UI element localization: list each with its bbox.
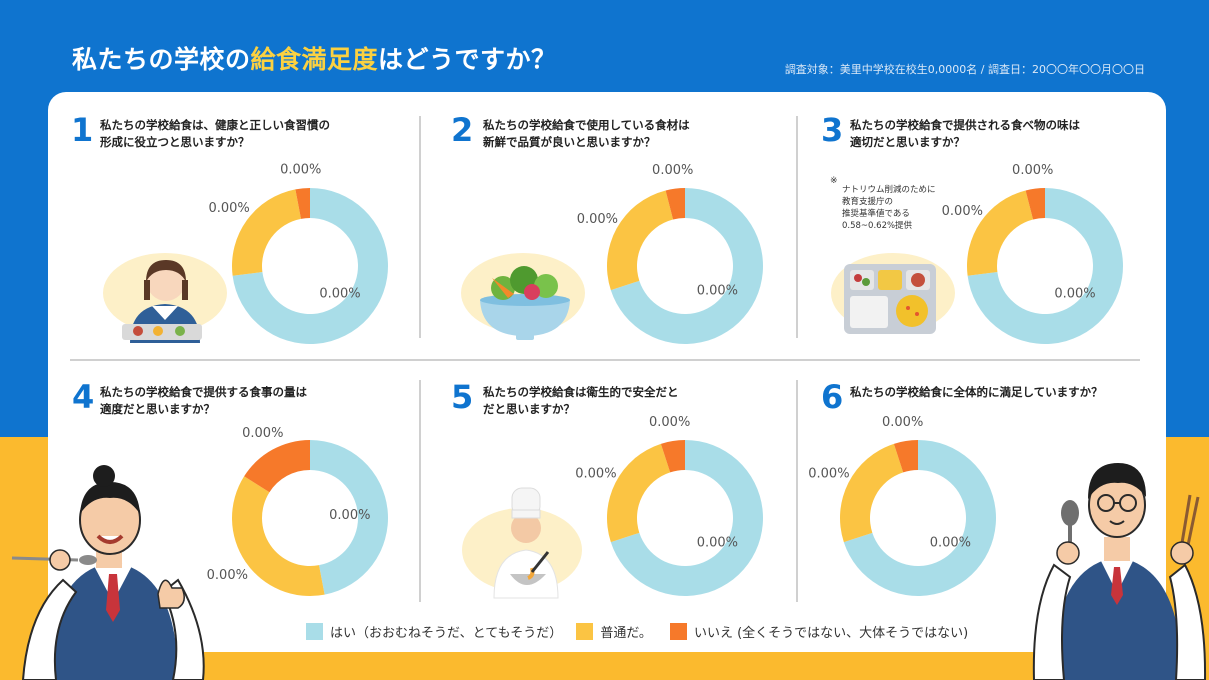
donut-label-yes: 0.00%	[697, 536, 738, 551]
title-part-1: 私たちの学校の	[72, 45, 251, 74]
legend-item-yes: はい（おおむねそうだ、とてもそうだ）	[306, 622, 562, 641]
legend-item-no: いいえ (全くそうではない、大体そうではない)	[669, 622, 969, 641]
donut-slice-normal	[607, 443, 671, 543]
donut-label-yes: 0.00%	[697, 284, 738, 299]
question-number-3: 3	[821, 111, 844, 149]
donut-label-normal: 0.00%	[208, 201, 249, 216]
salad-bowl-illustration	[461, 253, 585, 340]
donut-label-yes: 0.00%	[1054, 286, 1095, 301]
donut-label-no: 0.00%	[882, 415, 923, 430]
note-line: 0.58~0.62%提供	[842, 221, 913, 231]
donut-label-normal: 0.00%	[808, 467, 849, 482]
donut-chart-6: 0.00% 0.00% 0.00%	[808, 415, 996, 596]
donut-chart-4: 0.00% 0.00% 0.00%	[207, 426, 389, 596]
note-line: ナトリウム削減のために	[842, 185, 936, 195]
donut-slice-yes	[610, 188, 763, 344]
donut-slice-normal	[232, 189, 302, 276]
question-line: 適度だと思いますか？	[100, 402, 215, 416]
donut-slice-normal	[607, 190, 674, 291]
question-line: 私たちの学校給食で提供される食べ物の味は	[850, 118, 1080, 132]
survey-info: 調査対象：美里中学校在校生0,0000名 / 調査日：20〇〇年〇〇月〇〇日	[784, 63, 1145, 76]
column-divider	[796, 380, 798, 602]
column-divider	[796, 116, 798, 338]
donut-label-yes: 0.00%	[329, 508, 370, 523]
question-line: 私たちの学校給食は衛生的で安全だと	[483, 385, 679, 399]
donut-label-normal: 0.00%	[207, 568, 248, 583]
donut-label-no: 0.00%	[1012, 163, 1053, 178]
page-title: 私たちの学校の給食満足度はどうですか？	[72, 40, 557, 76]
question-text-1: 私たちの学校給食は、健康と正しい食習慣の 形成に役立つと思いますか？	[100, 117, 360, 151]
donut-label-yes: 0.00%	[930, 536, 971, 551]
question-text-6: 私たちの学校給食に全体的に満足していますか？	[850, 384, 1110, 401]
question-number-6: 6	[821, 378, 844, 416]
donut-chart-3: 0.00% 0.00% 0.00%	[942, 163, 1123, 344]
note-mark: ※	[830, 176, 838, 186]
legend-swatch-yes	[306, 622, 323, 640]
donut-slice-no	[893, 440, 918, 473]
donut-slice-normal	[232, 476, 325, 596]
question-text-5: 私たちの学校給食は衛生的で安全だと だと思いますか？	[483, 384, 743, 418]
donut-label-yes: 0.00%	[319, 286, 360, 301]
donut-slice-yes	[232, 188, 388, 344]
donut-slice-no	[665, 188, 685, 220]
question-line: 形成に役立つと思いますか？	[100, 135, 250, 149]
question-line: 新鮮で品質が良いと思いますか？	[483, 135, 656, 149]
column-divider	[419, 116, 421, 338]
donut-label-normal: 0.00%	[942, 204, 983, 219]
column-divider	[419, 380, 421, 602]
question-text-2: 私たちの学校給食で使用している食材は 新鮮で品質が良いと思いますか？	[483, 117, 743, 151]
question-number-1: 1	[71, 111, 94, 149]
donut-label-no: 0.00%	[652, 163, 693, 178]
donut-slice-yes	[310, 440, 389, 595]
legend-swatch-no	[669, 622, 687, 640]
student-girl-thumbs-up-illustration	[11, 465, 205, 680]
question-text-3: 私たちの学校給食で提供される食べ物の味は 適切だと思いますか？	[850, 117, 1110, 151]
question-number-4: 4	[72, 378, 95, 416]
row-divider	[70, 359, 1140, 361]
donut-label-no: 0.00%	[280, 162, 321, 177]
donut-slice-no	[244, 440, 310, 493]
donut-label-normal: 0.00%	[577, 212, 618, 227]
legend-item-normal: 普通だ。	[576, 622, 652, 641]
title-part-2: はどうですか？	[378, 45, 557, 74]
donut-chart-1: 0.00% 0.00% 0.00%	[208, 162, 388, 344]
question-line: 私たちの学校給食で使用している食材は	[483, 118, 690, 132]
donut-slice-normal	[840, 443, 904, 543]
donut-slice-no	[1025, 188, 1045, 220]
donut-slice-normal	[967, 190, 1034, 276]
legend-label-normal: 普通だ。	[600, 625, 652, 641]
legend-swatch-normal	[576, 622, 594, 640]
donut-slice-yes	[967, 188, 1123, 344]
donut-label-no: 0.00%	[242, 426, 283, 441]
donut-slice-yes	[843, 440, 996, 596]
legend-label-yes: はい（おおむねそうだ、とてもそうだ）	[330, 625, 563, 641]
legend-label-no: いいえ (全くそうではない、大体そうではない)	[693, 625, 969, 641]
note-line: 推奨基準値である	[842, 209, 910, 219]
question-line: 適切だと思いますか？	[850, 135, 965, 149]
student-eating-illustration	[103, 253, 227, 343]
donut-slice-yes	[610, 440, 763, 596]
donut-slice-no	[660, 440, 685, 473]
donut-chart-5: 0.00% 0.00% 0.00%	[575, 415, 763, 596]
donut-label-no: 0.00%	[649, 415, 690, 430]
title-highlight: 給食満足度	[250, 45, 379, 74]
chef-illustration	[462, 487, 582, 599]
question-number-2: 2	[451, 111, 474, 149]
donut-slice-no	[295, 188, 310, 219]
question-number-5: 5	[451, 378, 474, 416]
note-line: 教育支援庁の	[842, 197, 894, 207]
question-line: 私たちの学校給食は、健康と正しい食習慣の	[100, 118, 330, 132]
donut-label-normal: 0.00%	[575, 467, 616, 482]
student-boy-cutlery-illustration	[1032, 463, 1207, 680]
question-line: だと思いますか？	[483, 402, 575, 416]
meal-tray-illustration	[831, 253, 955, 334]
question-line: 私たちの学校給食で提供する食事の量は	[100, 385, 307, 399]
sodium-note: ※ ナトリウム削減のために 教育支援庁の 推奨基準値である 0.58~0.62%…	[830, 175, 950, 232]
question-text-4: 私たちの学校給食で提供する食事の量は 適度だと思いますか？	[100, 384, 360, 418]
chart-legend: はい（おおむねそうだ、とてもそうだ） 普通だ。 いいえ (全くそうではない、大体…	[306, 620, 982, 642]
donut-chart-2: 0.00% 0.00% 0.00%	[577, 163, 763, 344]
question-line: 私たちの学校給食に全体的に満足していますか？	[850, 385, 1103, 399]
